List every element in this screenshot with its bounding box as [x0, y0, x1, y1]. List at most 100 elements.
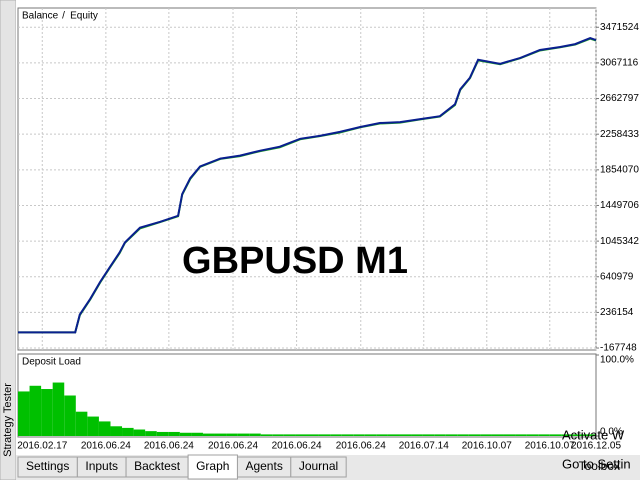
tab[interactable]: Agents [236, 456, 292, 478]
bar [110, 426, 123, 436]
watermark: Activate W [562, 427, 625, 442]
bar [399, 434, 412, 436]
y-tick-label: 236154 [600, 307, 634, 318]
bar [179, 432, 192, 436]
y-tick-label: 100.0% [600, 355, 634, 366]
y-tick-label: 3067116 [600, 58, 639, 69]
bar [52, 382, 65, 436]
toolbox-button[interactable]: Toolbox [579, 459, 620, 473]
bar [168, 431, 180, 436]
x-tick-label: 2016.06.24 [81, 441, 131, 452]
bar [260, 434, 273, 436]
bar [341, 434, 354, 436]
bar [457, 434, 469, 436]
legend-entry: Balance [22, 11, 59, 22]
tabs: Settings Inputs Backtest Graph Agents Journal [17, 454, 347, 480]
y-tick-label: 2662797 [600, 93, 639, 104]
x-tick-label: 2016.10.07 [462, 441, 512, 452]
bar [318, 434, 331, 436]
tab-background [290, 456, 347, 478]
bar [411, 434, 423, 436]
y-tick-label: 640979 [600, 271, 634, 282]
y-tick-label: -167748 [600, 343, 637, 354]
bar [214, 433, 227, 436]
bar [272, 434, 284, 436]
bar [75, 411, 88, 436]
y-tick-label: 2258433 [600, 129, 639, 140]
bar [434, 434, 446, 436]
tab-label: Agents [245, 459, 282, 473]
bar [249, 433, 261, 436]
bar [376, 434, 388, 436]
bar [572, 434, 585, 436]
series-line [18, 37, 597, 334]
y-tick-label: 1854070 [600, 164, 639, 175]
bar [526, 434, 539, 436]
bar [549, 434, 562, 436]
bar [364, 434, 377, 436]
tab[interactable]: Settings [17, 456, 78, 478]
bar [156, 431, 169, 436]
bar [468, 434, 481, 436]
legend-entry: Equity [70, 11, 98, 22]
x-tick-label: 2016.07.14 [399, 441, 449, 452]
bar [480, 434, 492, 436]
tab[interactable]: Journal [290, 456, 347, 478]
tab-background [187, 454, 238, 480]
bar [133, 429, 146, 436]
bar [64, 395, 76, 436]
x-tick-label: 2016.06.24 [144, 441, 194, 452]
tab-label: Inputs [85, 459, 118, 473]
x-tick-label: 2016.10.07 [525, 441, 575, 452]
y-tick-label: 3471524 [600, 22, 639, 33]
y-tick-label: 0.0% [600, 427, 623, 438]
x-tick-label: 2016.06.24 [336, 441, 386, 452]
bar [18, 391, 30, 436]
bar [98, 421, 111, 436]
x-tick-label: 2016.06.24 [272, 441, 322, 452]
bar [283, 434, 296, 436]
bar [538, 434, 550, 436]
tab-label: Journal [299, 459, 338, 473]
bar [561, 434, 573, 436]
x-tick-label: 2016.02.17 [17, 441, 67, 452]
bar [353, 434, 365, 436]
balance-plot [17, 7, 597, 351]
y-tick-label: 1449706 [600, 200, 639, 211]
bar [191, 432, 203, 436]
tab[interactable]: Backtest [125, 456, 189, 478]
bar [295, 434, 307, 436]
bar [145, 431, 157, 436]
bar [29, 385, 42, 436]
tab[interactable]: Inputs [76, 456, 127, 478]
bar [202, 433, 215, 436]
watermark: Go to Settin [562, 456, 631, 471]
tab[interactable]: Graph [187, 454, 238, 480]
bar [491, 434, 504, 436]
bar [503, 434, 516, 436]
bar [584, 434, 596, 436]
bar [122, 427, 134, 436]
bar [87, 416, 99, 436]
bar [226, 433, 238, 436]
y-tick-label: 1045342 [600, 236, 639, 247]
x-tick-label: 2016.06.24 [208, 441, 258, 452]
side-panel-label: Strategy Tester [2, 383, 14, 457]
bar [422, 434, 435, 436]
chart-title: Deposit Load [22, 357, 81, 368]
bar [307, 434, 319, 436]
annotation: GBPUSD M1 [182, 240, 408, 282]
tab-label: Graph [196, 459, 229, 473]
bar [330, 434, 342, 436]
legend-separator: / [62, 11, 65, 22]
tab-label: Settings [26, 459, 69, 473]
bar [41, 389, 53, 436]
tab-label: Backtest [134, 459, 181, 473]
bar [237, 433, 250, 436]
x-tick-label: 2016.12.05 [571, 441, 621, 452]
bar [445, 434, 458, 436]
bar [515, 434, 527, 436]
bar [387, 434, 400, 436]
